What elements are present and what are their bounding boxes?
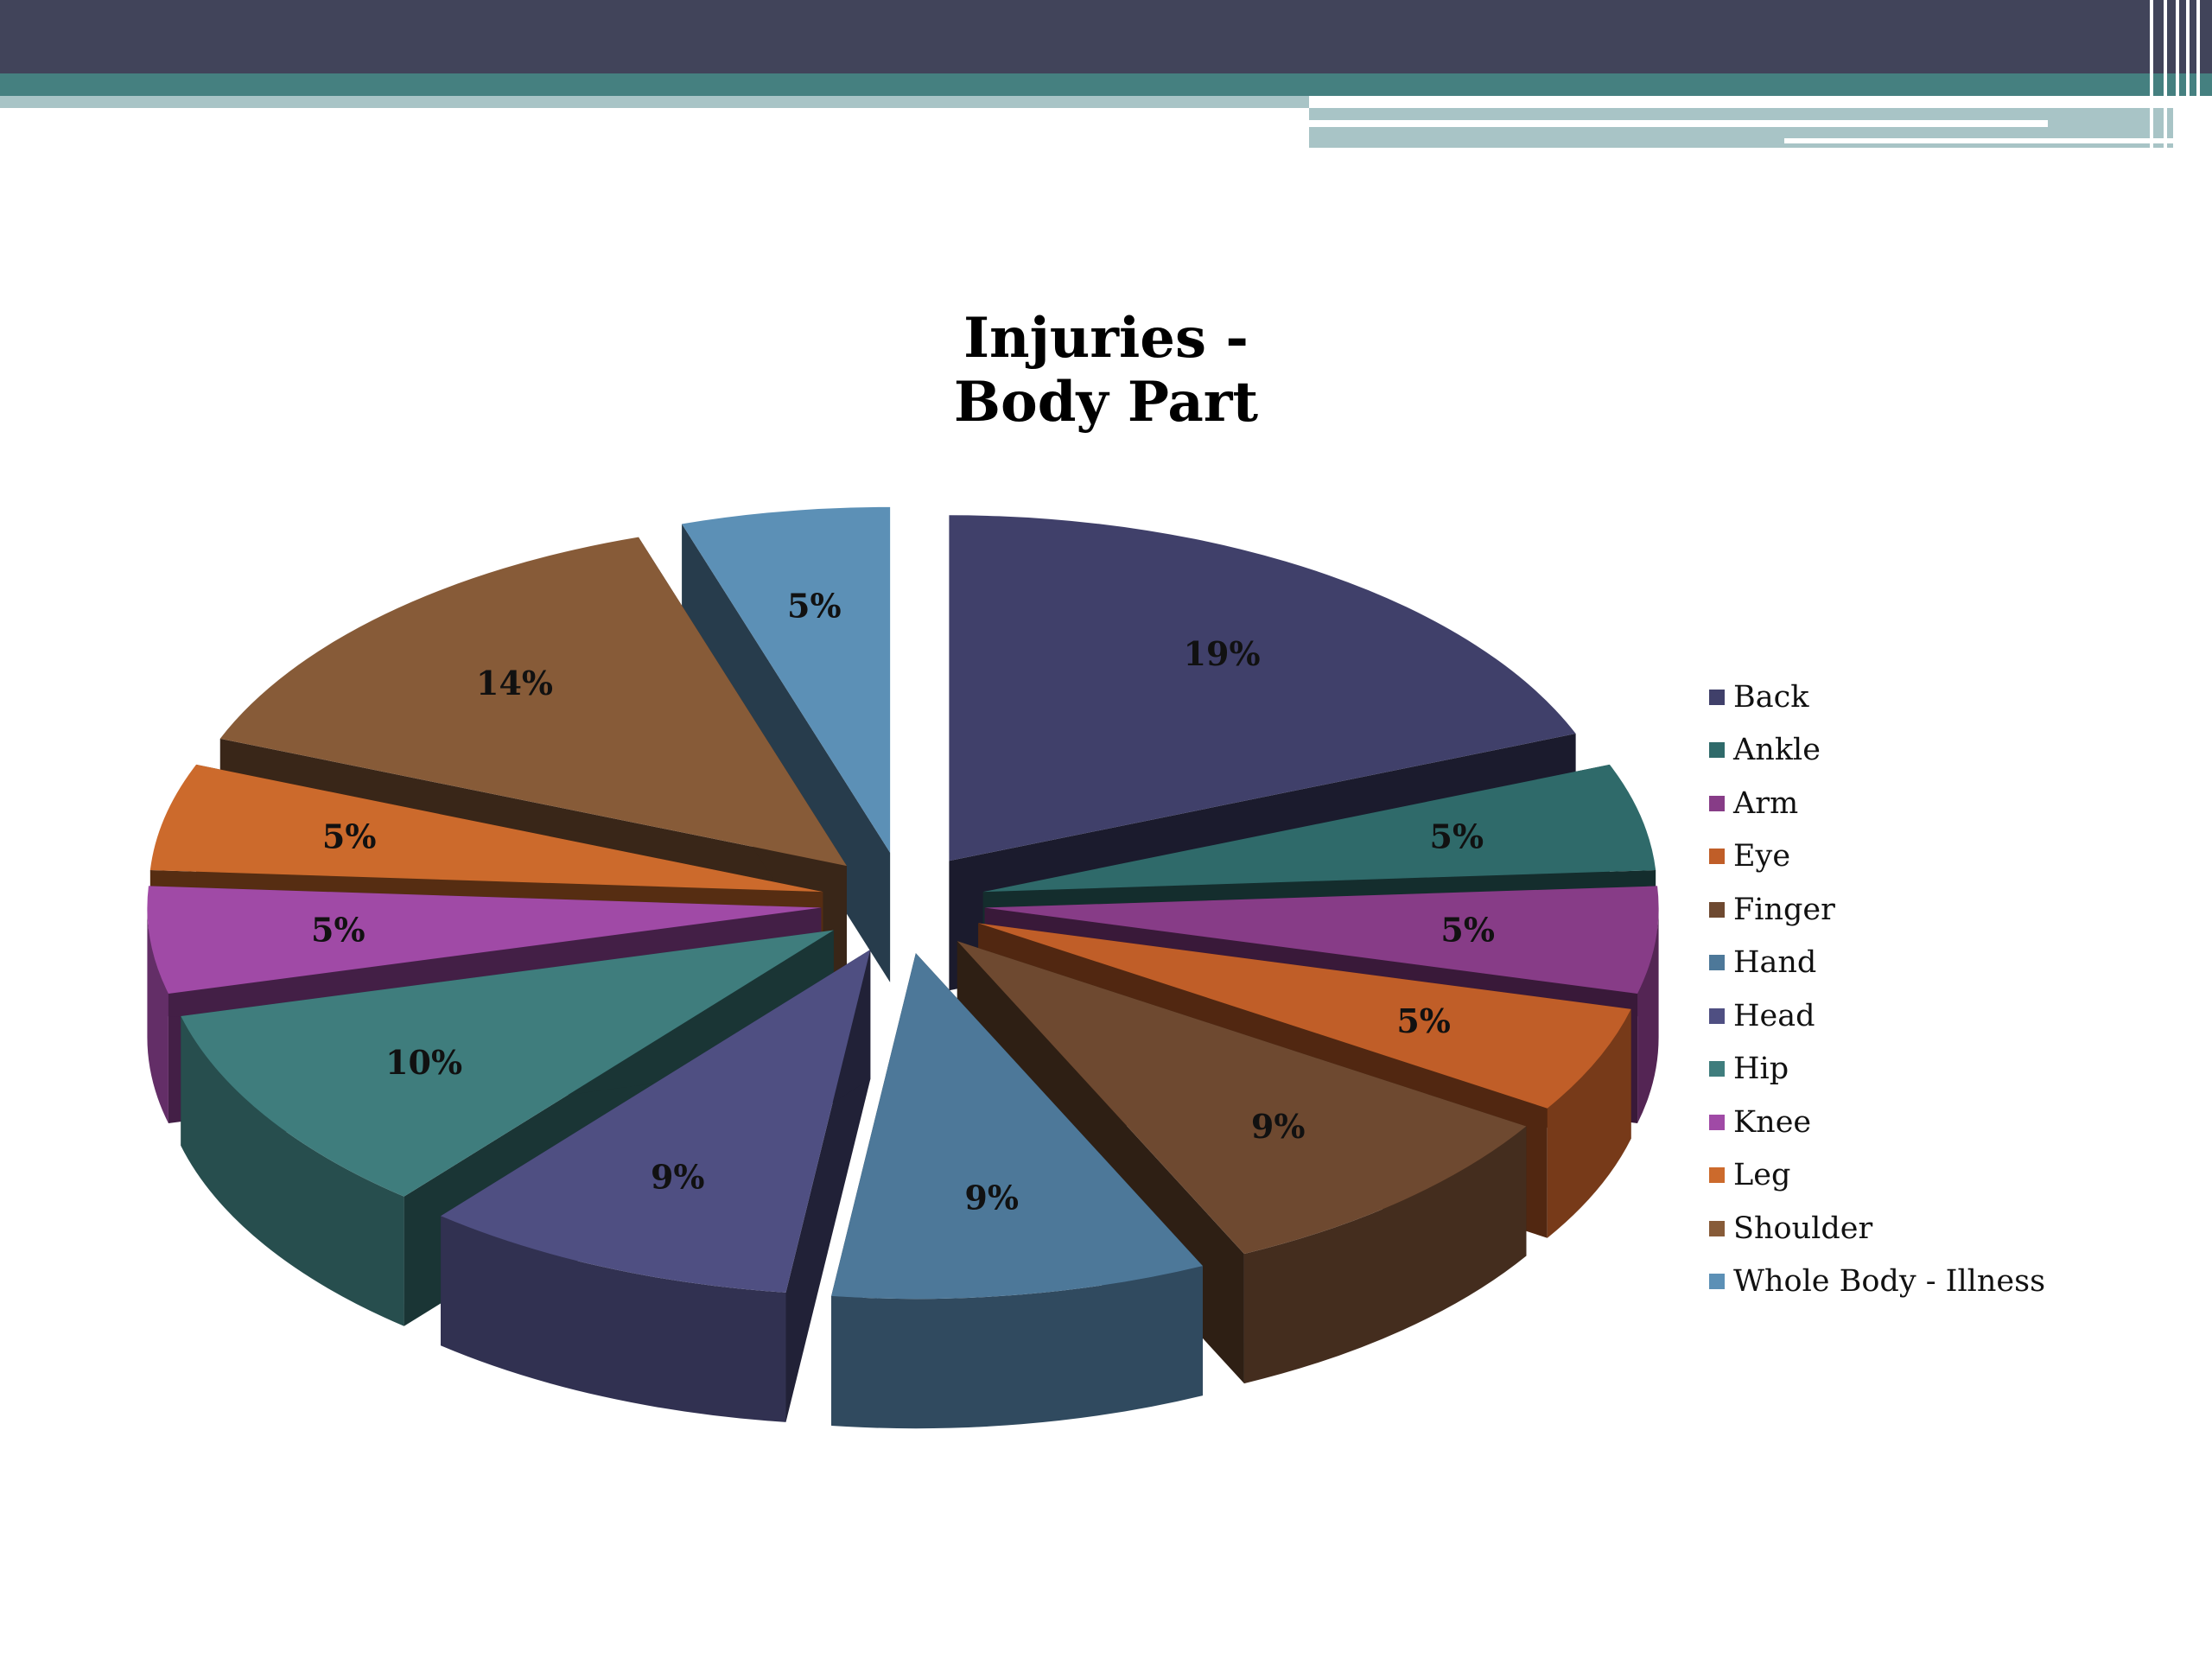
- header-band-dark: [0, 0, 2212, 73]
- legend-swatch: [1709, 1274, 1725, 1290]
- legend-item-finger: Finger: [1709, 883, 2045, 937]
- chart-title: Injuries - Body Part: [847, 307, 1365, 435]
- legend-swatch: [1709, 1167, 1725, 1184]
- pie-slice-top-shoulder: [219, 537, 847, 867]
- chart-title-line-2: Body Part: [953, 370, 1259, 435]
- slice-label-finger: 9%: [1251, 1107, 1306, 1146]
- legend-item-ankle: Ankle: [1709, 724, 2045, 778]
- pie-labels: 19% 5% 5% 5% 9% 9% 9% 10% 5% 5% 14% 5%: [311, 586, 1495, 1217]
- legend-label: Hand: [1733, 945, 1817, 981]
- header-band-light-left: [0, 96, 1309, 108]
- legend-item-whole-body-illness: Whole Body - Illness: [1709, 1255, 2045, 1309]
- legend-label: Back: [1733, 679, 1809, 715]
- slice-label-ankle: 5%: [1430, 817, 1484, 855]
- legend-item-eye: Eye: [1709, 830, 2045, 884]
- legend-swatch: [1709, 849, 1725, 865]
- slice-label-eye: 5%: [1396, 1001, 1451, 1040]
- pie-slice-edge: [1637, 907, 1659, 1124]
- header-band-teal: [0, 73, 2212, 96]
- slice-label-leg: 5%: [322, 817, 377, 855]
- legend-label: Shoulder: [1733, 1211, 1873, 1246]
- legend-swatch: [1709, 1061, 1725, 1077]
- pie-sides: [147, 506, 1659, 1429]
- legend-swatch: [1709, 689, 1725, 705]
- pie-slice-top-back: [949, 515, 1576, 861]
- legend-item-shoulder: Shoulder: [1709, 1202, 2045, 1255]
- legend-item-hand: Hand: [1709, 937, 2045, 990]
- legend-label: Hip: [1733, 1052, 1789, 1087]
- slice-label-arm: 5%: [1440, 911, 1495, 950]
- header-stripe: [2150, 0, 2153, 148]
- pie-slice-top-ankle: [982, 764, 1656, 893]
- slice-label-whole-body-illness: 5%: [787, 586, 842, 625]
- pie-slice-edge: [181, 1016, 404, 1326]
- legend-swatch: [1709, 1007, 1725, 1024]
- header-white-line: [1309, 120, 2048, 127]
- legend-swatch: [1709, 1220, 1725, 1236]
- pie-slice-top-hip: [181, 930, 834, 1197]
- slice-label-hip: 10%: [385, 1043, 462, 1082]
- legend-swatch: [1709, 795, 1725, 811]
- pie-slice-hand: [831, 953, 1203, 1429]
- pie-slice-top-hand: [831, 953, 1203, 1300]
- legend-swatch: [1709, 901, 1725, 918]
- legend-swatch: [1709, 742, 1725, 759]
- legend-item-back: Back: [1709, 671, 2045, 724]
- pie-slice-top-leg: [149, 764, 823, 893]
- pie-slice-head: [441, 950, 871, 1422]
- pie-slice-top-head: [441, 950, 871, 1293]
- header-stripe: [2196, 0, 2200, 148]
- pie-slice-edge: [147, 907, 168, 1124]
- pie-slice-edge: [1547, 1008, 1631, 1238]
- header-stripe: [2176, 0, 2179, 148]
- slice-label-shoulder: 14%: [476, 664, 553, 702]
- legend-label: Finger: [1733, 892, 1835, 927]
- legend-label: Whole Body - Illness: [1733, 1264, 2046, 1300]
- legend-label: Eye: [1733, 839, 1791, 874]
- legend-item-knee: Knee: [1709, 1096, 2045, 1149]
- legend-label: Arm: [1733, 785, 1799, 821]
- legend-label: Leg: [1733, 1158, 1791, 1193]
- header-stripe: [2186, 0, 2190, 148]
- legend-item-head: Head: [1709, 989, 2045, 1043]
- slice-label-back: 19%: [1184, 634, 1261, 673]
- pie-slice-edge: [441, 1216, 786, 1422]
- legend-item-leg: Leg: [1709, 1149, 2045, 1203]
- pie-slice-edge: [1243, 1126, 1527, 1384]
- legend-label: Ankle: [1733, 733, 1821, 768]
- pie-slice-top-eye: [978, 923, 1631, 1109]
- pie-slice-edge: [831, 1266, 1203, 1429]
- pie-slice-top-knee: [147, 886, 822, 995]
- legend-swatch: [1709, 1114, 1725, 1130]
- legend-label: Head: [1733, 998, 1815, 1033]
- legend-swatch: [1709, 955, 1725, 971]
- legend-label: Knee: [1733, 1104, 1812, 1140]
- chart-title-line-1: Injuries -: [963, 306, 1249, 371]
- slice-label-hand: 9%: [964, 1179, 1019, 1217]
- pie-slice-top-whole-body-illness: [682, 506, 891, 853]
- slice-label-head: 9%: [651, 1157, 705, 1196]
- pie-slice-top-finger: [957, 941, 1527, 1255]
- chart-legend: Back Ankle Arm Eye Finger Hand Head Hip Knee Leg S…: [1709, 671, 2045, 1308]
- legend-item-arm: Arm: [1709, 777, 2045, 830]
- header-white-line-2: [1784, 138, 2173, 143]
- legend-item-hip: Hip: [1709, 1043, 2045, 1096]
- header-stripe: [2164, 0, 2167, 148]
- slice-label-knee: 5%: [311, 911, 365, 950]
- pie-slice-top-arm: [984, 886, 1659, 995]
